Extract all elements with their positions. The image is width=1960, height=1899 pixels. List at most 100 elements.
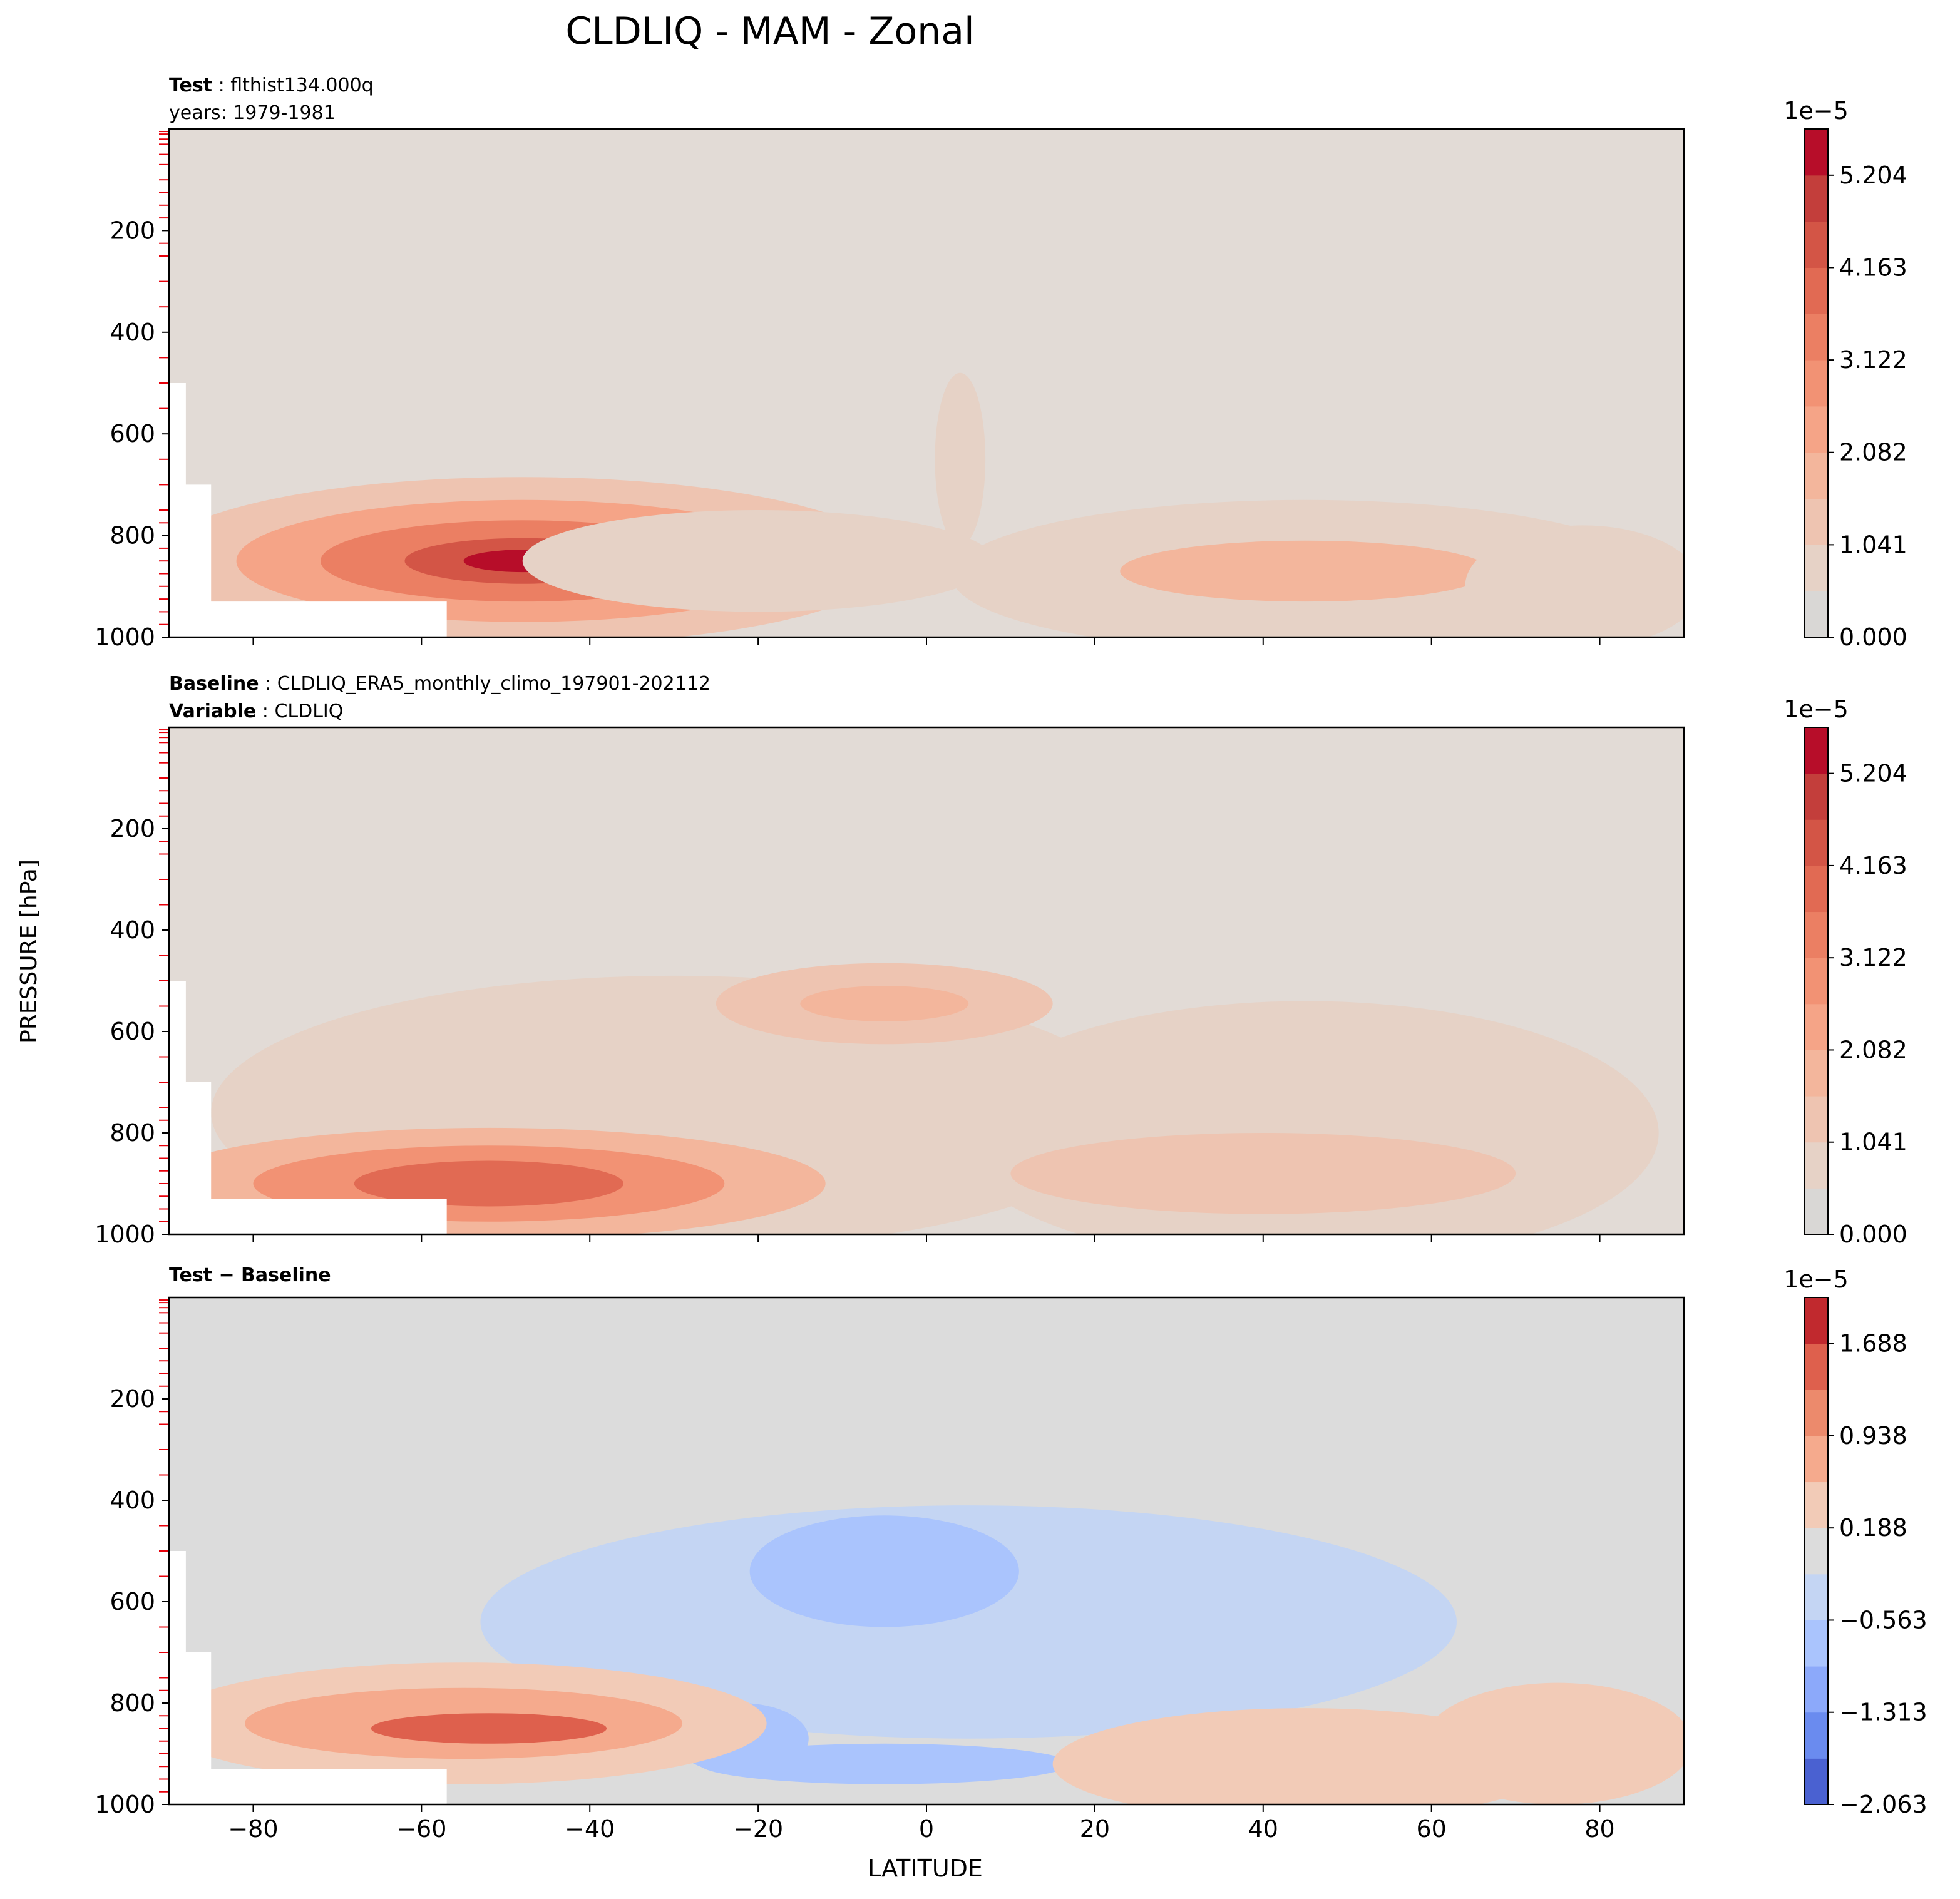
colorbar-tick-label: 1.041: [1839, 1129, 1907, 1156]
panel-header-text: CLDLIQ_ERA5_monthly_climo_197901-202112: [277, 673, 711, 695]
colorbar-tick-label: −0.563: [1839, 1606, 1927, 1634]
colorbar-segment: [1804, 545, 1828, 591]
panel-header-line: years: 1979-1981: [169, 102, 336, 124]
panel-header-bold: Baseline: [169, 673, 259, 695]
panel-0: Test : flthist134.000q years: 1979-1981 20…: [95, 74, 1907, 651]
colorbar-segment: [1804, 406, 1828, 453]
y-tick-label: 1000: [95, 623, 155, 651]
y-tick-label: 400: [110, 1487, 155, 1514]
y-tick-label: 800: [110, 522, 155, 550]
colorbar-tick-label: 0.938: [1839, 1422, 1907, 1450]
y-tick-label: 1000: [95, 1221, 155, 1248]
y-tick-label: 600: [110, 420, 155, 448]
colorbar-tick-label: 5.204: [1839, 760, 1907, 787]
colorbar-segment: [1804, 175, 1828, 222]
x-tick-label: −80: [228, 1815, 278, 1843]
panel-header-bold: Test − Baseline: [169, 1264, 331, 1286]
contour-band: [1423, 1682, 1684, 1804]
colorbar: 1.688 0.938 0.188 −0.563 −1.313 −2.063 1e−5: [1783, 1266, 1927, 1818]
colorbar-tick-label: 1.688: [1839, 1330, 1907, 1358]
panel-header-bold: Variable: [169, 700, 256, 722]
colorbar-tick-label: 5.204: [1839, 161, 1907, 189]
panel-header-text: years: 1979-1981: [169, 102, 336, 124]
y-tick-label: 1000: [95, 1791, 155, 1818]
colorbar-tick-label: −2.063: [1839, 1791, 1927, 1818]
panel-header-sep: :: [256, 700, 274, 722]
colorbar-tick-label: 4.163: [1839, 852, 1907, 879]
x-tick-label: −20: [733, 1815, 783, 1843]
colorbar: 5.204 4.163 3.122 2.082 1.041 0.000 1e−5: [1783, 695, 1907, 1248]
colorbar-segment: [1804, 1435, 1828, 1483]
y-tick-label: 600: [110, 1588, 155, 1615]
x-axis-label: LATITUDE: [868, 1855, 983, 1882]
colorbar-tick-label: 2.082: [1839, 439, 1907, 466]
x-tick-label: 40: [1248, 1815, 1278, 1843]
colorbar-segment: [1804, 1298, 1828, 1344]
masked-region: [169, 383, 447, 637]
contour-band: [952, 1001, 1659, 1234]
contour-band: [1465, 525, 1684, 637]
y-tick-label: 800: [110, 1119, 155, 1147]
contour-band: [480, 1505, 1457, 1739]
colorbar-segment: [1804, 1620, 1828, 1667]
contour-band: [749, 1515, 1019, 1627]
contour-area: [169, 1298, 1684, 1804]
colorbar-tick-label: 2.082: [1839, 1036, 1907, 1063]
colorbar-segment: [1804, 1482, 1828, 1528]
colorbar-segment: [1804, 221, 1828, 268]
colorbar-segment: [1804, 1003, 1828, 1050]
colorbar-segment: [1804, 865, 1828, 913]
colorbar-tick-label: 4.163: [1839, 253, 1907, 281]
colorbar-segment: [1804, 1142, 1828, 1189]
x-tick-label: −60: [396, 1815, 446, 1843]
colorbar: 5.204 4.163 3.122 2.082 1.041 0.000 1e−5: [1783, 97, 1907, 651]
colorbar-segment: [1804, 1050, 1828, 1097]
colorbar-frame: [1804, 128, 1829, 638]
panel-header-line: Test − Baseline: [169, 1264, 331, 1286]
colorbar-segment: [1804, 1096, 1828, 1143]
panel-header-sep: :: [259, 673, 277, 695]
y-tick-label: 400: [110, 916, 155, 944]
masked-region: [169, 981, 447, 1234]
colorbar-segment: [1804, 773, 1828, 820]
colorbar-segment: [1804, 727, 1828, 774]
contour-band: [354, 1160, 624, 1207]
colorbar-segment: [1804, 452, 1828, 499]
colorbar-segment: [1804, 267, 1828, 314]
colorbar-segment: [1804, 1666, 1828, 1713]
colorbar-segment: [1804, 1343, 1828, 1390]
colorbar-frame: [1804, 727, 1829, 1235]
colorbar-segment: [1804, 1574, 1828, 1620]
colorbar-segment: [1804, 498, 1828, 545]
figure-title: CLDLIQ - MAM - Zonal: [565, 9, 974, 53]
contour-area: [169, 129, 1684, 637]
x-tick-label: −40: [565, 1815, 615, 1843]
contour-band: [1010, 1133, 1516, 1214]
colorbar-segment: [1804, 314, 1828, 361]
y-tick-label: 200: [110, 217, 155, 244]
x-tick-label: 80: [1584, 1815, 1614, 1843]
colorbar-segment: [1804, 1758, 1828, 1805]
colorbar-segment: [1804, 360, 1828, 407]
colorbar-tick-label: −1.313: [1839, 1699, 1927, 1726]
colorbar-multiplier: 1e−5: [1783, 1266, 1849, 1293]
colorbar-segment: [1804, 129, 1828, 176]
panel-header-line: Test : flthist134.000q: [169, 74, 374, 96]
contour-band: [935, 372, 986, 546]
panel-header-text: CLDLIQ: [274, 700, 343, 722]
panel-header-line: Variable : CLDLIQ: [169, 700, 343, 722]
x-tick-label: 20: [1080, 1815, 1110, 1843]
x-tick-label: 60: [1416, 1815, 1446, 1843]
colorbar-frame: [1804, 1297, 1829, 1805]
colorbar-segment: [1804, 1528, 1828, 1575]
colorbar-segment: [1804, 958, 1828, 1005]
masked-region: [169, 1551, 447, 1804]
colorbar-tick-label: 0.000: [1839, 623, 1907, 651]
panel-header-text: flthist134.000q: [230, 74, 374, 96]
colorbar-multiplier: 1e−5: [1783, 97, 1849, 125]
y-tick-label: 400: [110, 319, 155, 346]
colorbar-segment: [1804, 819, 1828, 866]
contour-band: [1120, 540, 1491, 602]
